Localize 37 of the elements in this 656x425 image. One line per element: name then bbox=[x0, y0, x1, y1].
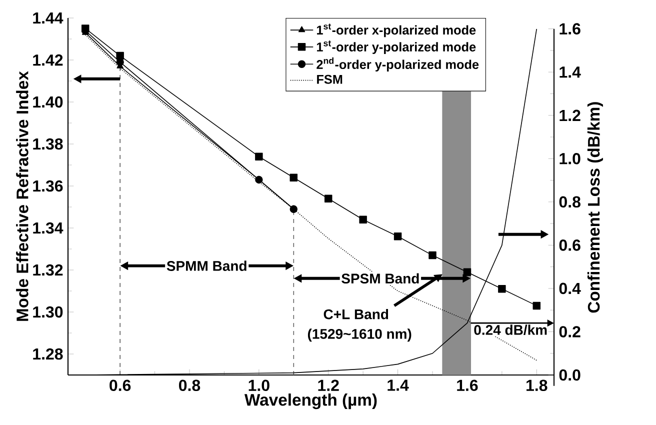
x-tick-label: 1.2 bbox=[318, 380, 339, 391]
legend-label: 2$^{nd}$-order y-polarized mode bbox=[316, 57, 479, 72]
y2-tick-label: 0.6 bbox=[559, 240, 580, 251]
x-tick-label: 0.8 bbox=[179, 380, 200, 392]
y-tick-label: 1.42 bbox=[33, 54, 63, 66]
legend-label: FSM bbox=[317, 74, 342, 84]
y2-tick-label: 0.2 bbox=[559, 326, 580, 338]
y2-tick-label: 1.4 bbox=[560, 66, 581, 78]
y-tick-label: 1.40 bbox=[33, 96, 63, 108]
x-tick-label: 1.4 bbox=[388, 380, 409, 391]
x-tick-label: 1.0 bbox=[248, 380, 270, 392]
y2-axis-title: Confinement Loss (dB/km) bbox=[587, 102, 603, 313]
y2-tick-label: 1.2 bbox=[560, 110, 580, 121]
y-tick-label: 1.32 bbox=[33, 264, 63, 276]
y-tick-label: 1.36 bbox=[33, 180, 63, 192]
legend-label: 1$^{st}$-order x-polarized mode bbox=[317, 24, 476, 38]
y-tick-label: 1.38 bbox=[33, 138, 63, 150]
y2-tick-label: 0.8 bbox=[559, 196, 580, 208]
x-tick-label: 0.6 bbox=[110, 380, 131, 392]
y2-tick-label: 0.0 bbox=[559, 369, 580, 381]
annotation: SPSM Band bbox=[342, 273, 419, 284]
annotation: 0.24 dB/km bbox=[474, 324, 547, 336]
y2-tick-label: 1.0 bbox=[560, 152, 580, 164]
annotation: C+L Band bbox=[324, 308, 388, 320]
legend-label: 1$^{st}$-order y-polarized mode bbox=[317, 40, 476, 54]
y-tick-label: 1.34 bbox=[33, 222, 64, 234]
y-tick-label: 1.28 bbox=[33, 348, 63, 360]
y-tick-label: 1.44 bbox=[33, 12, 64, 24]
annotation: SPMM Band bbox=[166, 260, 246, 271]
y2-tick-label: 0.4 bbox=[559, 282, 581, 294]
y2-tick-label: 1.6 bbox=[560, 23, 580, 34]
annotation: (1529~1610 nm) bbox=[308, 328, 412, 342]
x-tick-label: 1.8 bbox=[526, 380, 548, 392]
y-axis-title: Mode Effective Refractive Index bbox=[16, 71, 28, 321]
y-tick-label: 1.30 bbox=[33, 306, 63, 318]
x-axis-title: Wavelength (µm) bbox=[244, 394, 377, 410]
x-tick-label: 1.6 bbox=[457, 380, 478, 392]
